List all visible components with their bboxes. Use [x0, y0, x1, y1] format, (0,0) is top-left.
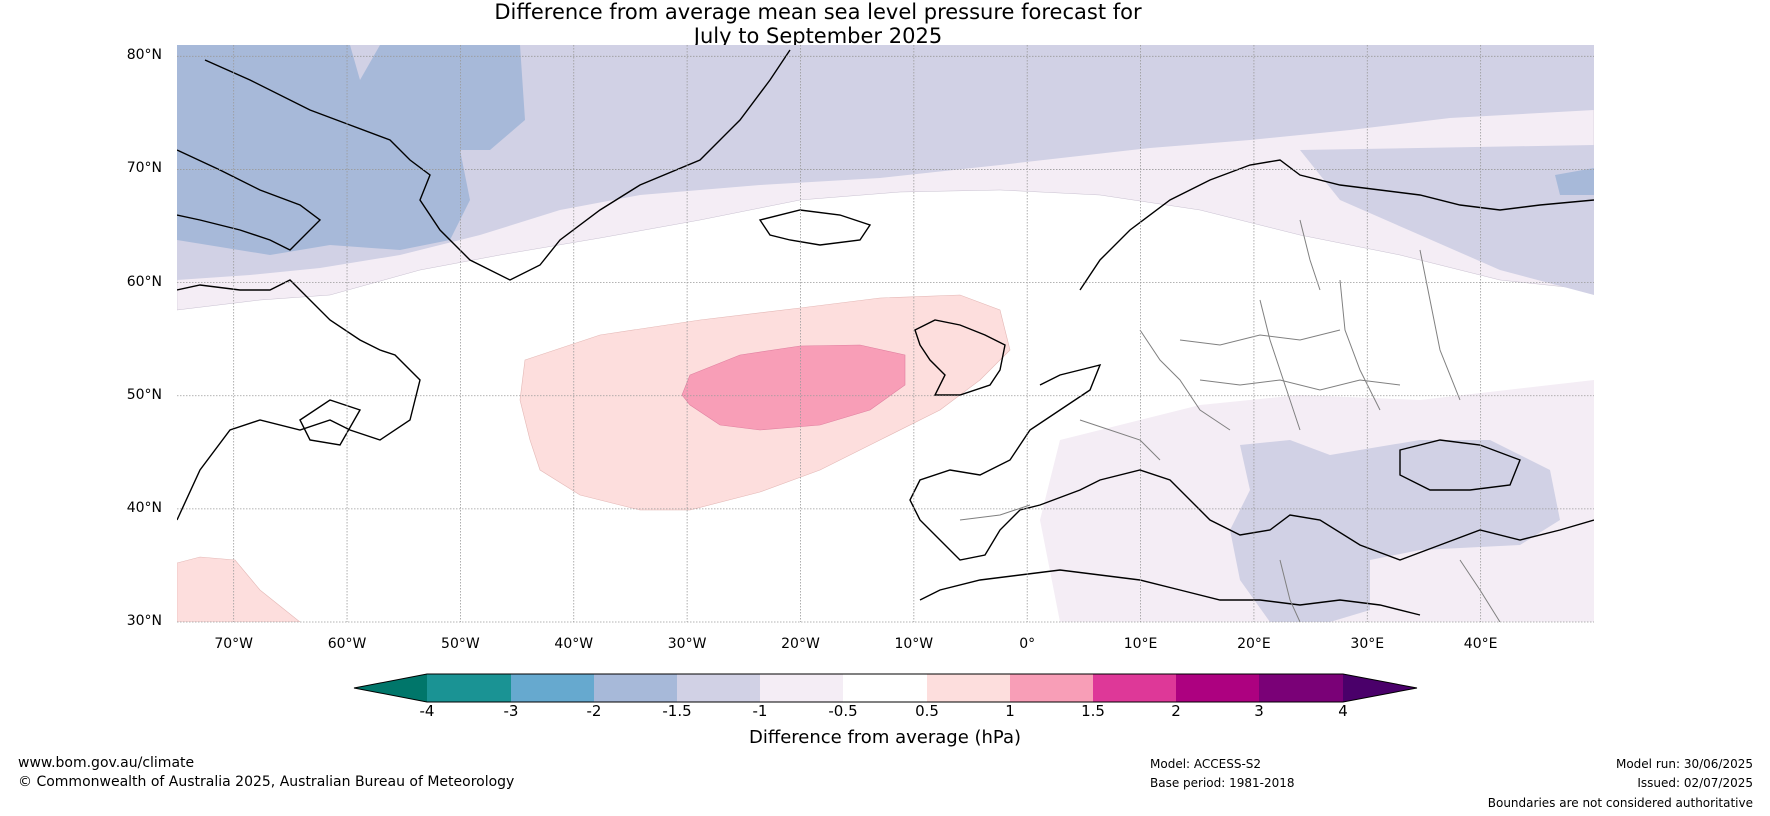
anomaly-region-pos1-atlantic	[681, 344, 906, 431]
model-name: Model: ACCESS-S2	[1150, 757, 1262, 771]
national-borders	[959, 219, 1501, 622]
north-africa-coast	[919, 569, 1421, 616]
model-run-date: Model run: 30/06/2025	[1615, 757, 1753, 771]
longitude-label: 30°E	[1350, 636, 1385, 652]
anomaly-region-neg2-greenland	[177, 45, 525, 255]
longitude-label: 60°W	[327, 636, 367, 652]
base-period: Base period: 1981-2018	[1150, 776, 1295, 790]
map-title-line2: July to September 2025	[693, 24, 943, 48]
colorbar-outline	[353, 673, 1418, 703]
map-title: Difference from average mean sea level p…	[0, 0, 1636, 48]
colorbar-segment	[594, 674, 677, 702]
colorbar-tick-label: -1.5	[662, 702, 692, 720]
longitude-label: 10°E	[1123, 636, 1158, 652]
longitude-label: 50°W	[441, 636, 480, 652]
greenland-coast	[204, 49, 791, 281]
map-plot-area	[177, 45, 1594, 622]
latitude-label: 70°N	[126, 160, 162, 177]
colorbar-tick-label: 3	[1254, 702, 1264, 720]
coastlines	[177, 49, 1594, 616]
colorbar-extend-high	[1343, 674, 1417, 702]
longitude-label: 30°W	[667, 636, 707, 652]
uk-ireland-coast	[914, 319, 1006, 396]
colorbar-tick-label: 2	[1171, 702, 1181, 720]
map-title-line1: Difference from average mean sea level p…	[494, 0, 1142, 24]
colorbar-tick-label: -0.5	[828, 702, 858, 720]
latitude-label: 30°N	[126, 613, 162, 629]
anomaly-region-neg1_5-north	[177, 45, 1594, 280]
newfoundland-coast	[299, 399, 362, 446]
issued-date: Issued: 02/07/2025	[1637, 776, 1753, 790]
longitude-label: 70°W	[214, 636, 254, 652]
colorbar-tick-label: 1.5	[1081, 702, 1105, 720]
colorbar-segment	[927, 674, 1010, 702]
colorbar-segment	[677, 674, 760, 702]
labrador-coast	[177, 279, 421, 521]
colorbar-tick-label: 1	[1005, 702, 1015, 720]
colorbar-tick-label: 0.5	[915, 702, 939, 720]
website-link[interactable]: www.bom.gov.au/climate	[18, 755, 195, 771]
graticule	[177, 45, 1594, 623]
colorbar-segment	[1010, 674, 1093, 702]
longitude-label: 40°W	[554, 636, 594, 652]
boundaries-disclaimer: Boundaries are not considered authoritat…	[1487, 796, 1753, 810]
colorbar-tick-label: -2	[586, 702, 602, 720]
iceland-coast	[758, 209, 872, 246]
black-sea-coast	[1399, 439, 1521, 491]
canada-arctic-coast	[177, 149, 322, 251]
longitude-label: 10°W	[894, 636, 934, 652]
anomaly-region-neg2-east	[1555, 168, 1594, 195]
latitude-label: 50°N	[126, 386, 162, 403]
colorbar-segment	[1259, 674, 1343, 702]
colorbar-tick-label: -1	[752, 702, 768, 720]
western-europe-coast	[909, 363, 1594, 561]
longitude-label: 40°E	[1463, 636, 1498, 652]
colorbar-tick-label: 4	[1338, 702, 1348, 720]
copyright-text: © Commonwealth of Australia 2025, Austra…	[18, 774, 515, 790]
colorbar-tick-label: -3	[503, 702, 519, 720]
longitude-label: 20°E	[1237, 636, 1271, 652]
colorbar-segment	[1176, 674, 1259, 702]
latitude-label: 60°N	[126, 273, 162, 290]
longitude-label: 0°	[1019, 636, 1036, 652]
colorbar-segment	[511, 674, 594, 702]
colorbar-extend-low	[354, 674, 427, 702]
colorbar-segment	[843, 674, 927, 702]
colorbar-segment	[760, 674, 843, 702]
colorbar-segment	[427, 674, 511, 702]
colorbar-tick-label: -4	[419, 702, 435, 720]
anomaly-region-neg1_5-east	[1300, 145, 1594, 295]
latitude-label: 40°N	[126, 499, 162, 516]
colorbar-segment	[1093, 674, 1176, 702]
longitude-label: 20°W	[781, 636, 820, 652]
colorbar-title: Difference from average (hPa)	[748, 727, 1022, 748]
latitude-label: 80°N	[126, 47, 162, 64]
europe-coast	[1079, 159, 1594, 291]
anomaly-region-pos0_5-southwest	[177, 556, 301, 622]
anomaly-region-neg1_5-med	[1230, 440, 1560, 622]
